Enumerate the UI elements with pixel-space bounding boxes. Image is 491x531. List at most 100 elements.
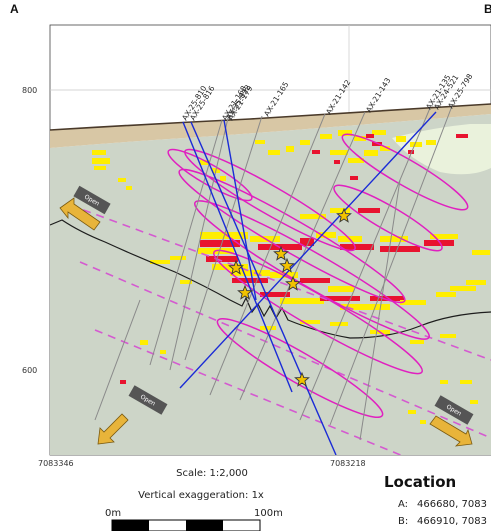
assay-block [350, 176, 358, 180]
assay-block [300, 140, 310, 145]
assay-block [372, 130, 386, 135]
assay-block [338, 130, 352, 136]
assay-block [400, 300, 426, 305]
intercept-star-icon [273, 245, 289, 261]
assay-block [94, 166, 106, 170]
assay-block [410, 340, 424, 344]
assay-block [366, 134, 374, 138]
assay-block [200, 160, 210, 165]
assay-block [150, 260, 170, 264]
location-b-key: B: [398, 516, 408, 527]
assay-block [330, 208, 350, 213]
drillhole-trace-ax-25-810 [182, 121, 293, 393]
assay-block [230, 270, 270, 276]
assay-block [300, 238, 314, 246]
assay-block [370, 296, 404, 301]
assay-block [334, 160, 340, 164]
assay-block [408, 410, 416, 414]
scale-block: Scale: 1:2,000 Vertical exaggeration: 1x… [105, 468, 283, 531]
assay-block [396, 136, 406, 142]
section-end-label-a: A [10, 2, 19, 16]
assay-block [410, 142, 422, 147]
section-end-label-b: B [484, 2, 491, 16]
location-title: Location [384, 473, 456, 491]
assay-block [232, 278, 268, 283]
topography-line [50, 103, 491, 131]
host-rock-layer [50, 114, 491, 455]
intercept-star-icon [237, 284, 253, 300]
drillhole-trace-ax-24-521 [329, 105, 453, 426]
assay-block [320, 296, 360, 301]
location-panel: Location A: 466680, 7083 B: 466910, 7083 [384, 473, 487, 527]
assay-block [212, 264, 248, 270]
drillhole-trace-ax-25-798 [179, 111, 437, 389]
drillhole-trace-ax-21-179 [169, 117, 229, 371]
assay-block [466, 280, 486, 285]
open-arrow-bottom-left: Open [97, 385, 168, 445]
assay-block [348, 158, 364, 163]
assay-block [300, 278, 330, 283]
assay-block [426, 140, 436, 145]
assay-block [316, 232, 336, 238]
drillhole-trace-ax-21-168 [149, 119, 223, 366]
assay-block [380, 246, 420, 252]
scale-start-label: 0m [105, 508, 121, 519]
drillhole-trace-ax-21-135 [299, 107, 431, 421]
assay-block [430, 234, 458, 239]
assay-block [180, 280, 192, 284]
dashed-structures [69, 204, 491, 455]
assay-block [364, 150, 378, 156]
assay-block [120, 380, 126, 384]
drillhole-trace-ax-25-822 [223, 119, 257, 301]
intercept-star-icon [285, 275, 301, 291]
assay-block [206, 256, 238, 262]
drillhole-trace-ax-25-816 [190, 121, 337, 455]
intercept-star-icon [336, 207, 352, 223]
assay-block [436, 292, 456, 297]
assay-block [372, 142, 382, 146]
geological-contact-line [50, 219, 491, 339]
assay-block [340, 244, 374, 250]
assay-block [200, 240, 240, 247]
assay-block [140, 340, 148, 345]
assay-block [312, 150, 320, 154]
assay-block [408, 150, 414, 154]
drillholes-2025 [179, 111, 437, 455]
assay-block [460, 380, 472, 384]
intercept-star-icon [279, 257, 295, 273]
scale-ratio: Scale: 1:2,000 [176, 468, 248, 479]
assay-block [280, 298, 324, 304]
assay-block [92, 158, 110, 164]
assay-block [472, 250, 490, 255]
assay-block [300, 214, 326, 219]
intercept-star-icon [294, 371, 310, 387]
assay-block [286, 146, 294, 152]
intercept-stars [228, 207, 352, 387]
assay-block [340, 304, 390, 310]
easting-tick-left: 7083346 [38, 459, 74, 468]
vertical-exaggeration: Vertical exaggeration: 1x [138, 490, 264, 501]
assay-block [470, 400, 478, 404]
open-arrow-left: Open [59, 185, 111, 231]
historic-drillholes [94, 105, 453, 441]
assay-block [260, 292, 290, 297]
assay-block [440, 380, 448, 384]
drillhole-trace-ax-21-142 [209, 113, 326, 396]
location-a-value: 466680, 7083 [417, 499, 487, 510]
assay-block [450, 286, 476, 291]
elevation-tick-600: 600 [22, 366, 37, 375]
assay-block [126, 186, 132, 190]
assay-block [354, 136, 366, 141]
assay-block [260, 326, 276, 330]
assay-block [330, 322, 348, 326]
assay-block [424, 240, 454, 246]
scale-end-label: 100m [254, 508, 283, 519]
assay-block [358, 208, 380, 213]
intercept-star-icon [228, 259, 244, 275]
assay-block [420, 420, 426, 424]
assay-block [160, 350, 166, 354]
assay-block [320, 134, 332, 139]
overburden-layer [50, 104, 491, 148]
assay-block [170, 256, 186, 260]
